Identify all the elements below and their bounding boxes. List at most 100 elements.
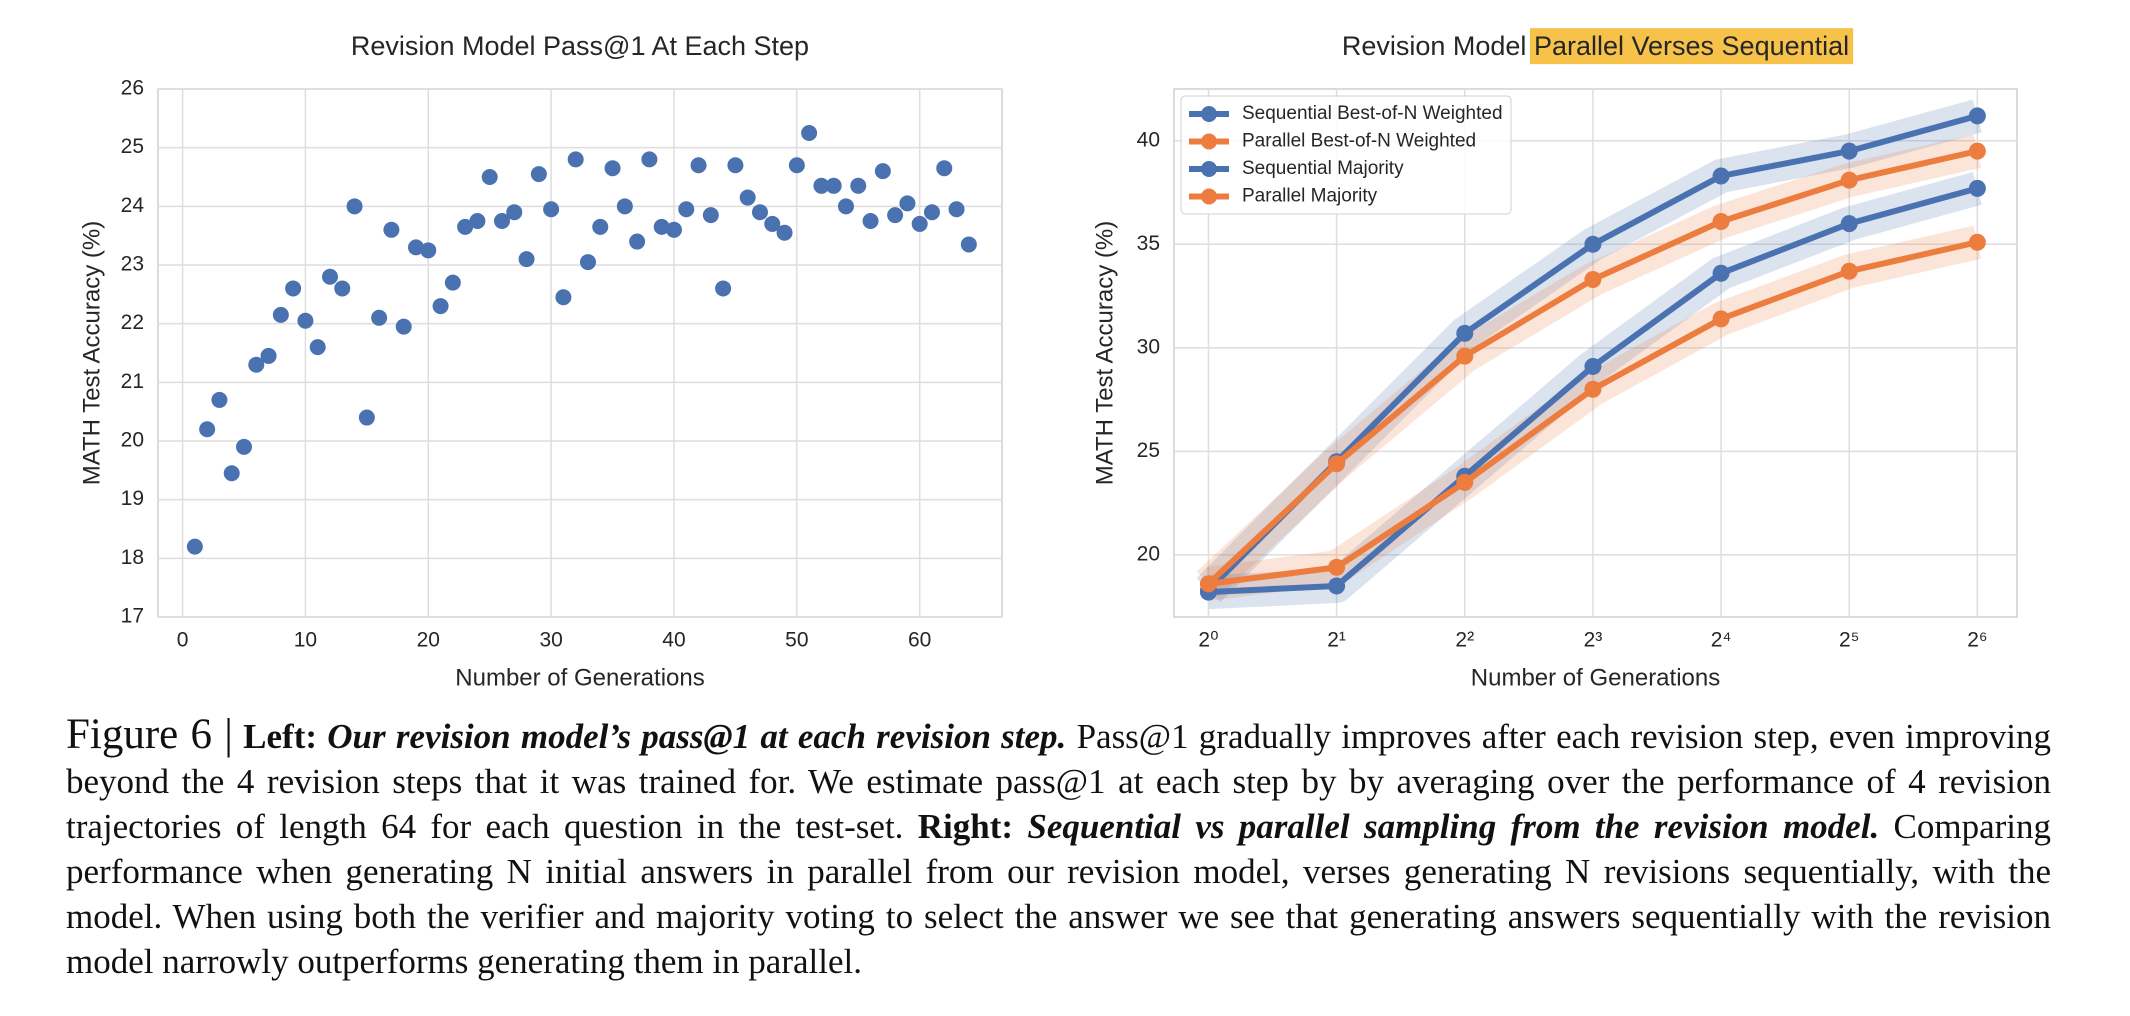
point [825, 177, 842, 194]
y-tick-label: 18 [121, 546, 144, 569]
point [911, 215, 928, 232]
x-tick-label: 10 [294, 629, 317, 652]
point [1840, 171, 1858, 189]
point [1328, 455, 1346, 473]
point [1456, 347, 1474, 365]
legend-marker [1201, 106, 1217, 122]
point [801, 125, 818, 141]
y-tick-label: 25 [121, 135, 144, 158]
point [616, 198, 633, 215]
x-tick-label: 30 [539, 629, 562, 652]
x-tick-label: 50 [785, 629, 808, 652]
point [567, 151, 584, 168]
caption-bold-italic: Sequential vs parallel sampling from the… [1027, 807, 1880, 846]
point [641, 151, 658, 168]
x-tick-label: 20 [417, 629, 440, 652]
chart-title: Revision Model Parallel Verses Sequentia… [1342, 31, 1849, 61]
plot-area [157, 88, 1003, 618]
point [199, 421, 216, 438]
point [948, 201, 965, 218]
point [1456, 324, 1474, 342]
y-tick-label: 35 [1137, 232, 1160, 255]
point [764, 215, 781, 232]
point [493, 213, 510, 229]
point [506, 204, 523, 221]
point [223, 465, 240, 482]
caption-normal: Comparing performance when generating N … [66, 807, 2052, 981]
point [1840, 262, 1858, 280]
x-tick-label: 60 [908, 629, 931, 652]
point [1712, 167, 1730, 185]
point [665, 221, 682, 238]
legend-label: Sequential Best-of-N Weighted [1242, 103, 1503, 124]
point [407, 239, 424, 256]
point [309, 339, 326, 356]
point [420, 242, 437, 259]
caption-figure: Figure 6 | [66, 711, 233, 758]
point [1968, 233, 1986, 251]
y-axis-label: MATH Test Accuracy (%) [78, 221, 105, 486]
legend-label: Parallel Best-of-N Weighted [1242, 131, 1476, 152]
point [653, 218, 670, 235]
point [444, 274, 461, 291]
caption-bold: Right: [917, 807, 1014, 846]
x-tick-label: 2⁶ [1967, 629, 1987, 652]
point [678, 201, 695, 218]
y-axis-label: MATH Test Accuracy (%) [1091, 221, 1118, 486]
point [1712, 310, 1730, 328]
point [543, 201, 560, 218]
point [715, 280, 732, 297]
point [555, 289, 572, 306]
point [395, 318, 412, 335]
point [1968, 142, 1986, 160]
chart-title: Revision Model Pass@1 At Each Step [351, 31, 809, 61]
y-tick-label: 20 [1137, 542, 1160, 565]
y-tick-label: 20 [121, 429, 144, 452]
title-highlight-bg [1529, 28, 1854, 65]
legend-marker [1201, 188, 1217, 205]
point [936, 160, 953, 177]
point [727, 157, 744, 174]
point [248, 356, 265, 373]
point [887, 207, 904, 224]
point [235, 438, 252, 455]
point [788, 157, 805, 174]
point [346, 198, 363, 215]
legend-label: Parallel Majority [1242, 186, 1378, 207]
point [1968, 107, 1986, 125]
point [702, 207, 719, 224]
point [334, 280, 351, 297]
x-axis-label: Number of Generations [455, 664, 704, 691]
x-tick-label: 2³ [1584, 629, 1603, 652]
legend-marker [1201, 133, 1217, 150]
point [1328, 558, 1346, 576]
point [321, 268, 338, 285]
point [776, 224, 793, 241]
point [297, 312, 314, 329]
y-tick-label: 40 [1137, 128, 1160, 151]
x-tick-label: 40 [662, 629, 685, 652]
point [186, 538, 203, 555]
caption-bold-italic: Our revision model’s pass@1 at each revi… [327, 717, 1067, 756]
point [1840, 215, 1858, 233]
point [739, 189, 756, 206]
caption-normal: Pass@1 gradually improves after each rev… [66, 717, 2052, 846]
title-highlight: Parallel Verses Sequential [1534, 31, 1849, 61]
point [837, 198, 854, 215]
point [1584, 357, 1602, 375]
point [518, 251, 535, 268]
point [1968, 179, 1986, 197]
point [1456, 473, 1474, 491]
x-tick-label: 0 [177, 629, 189, 652]
figure: Revision Model Pass@1 At Each Step 17 18 19… [78, 28, 2018, 691]
point [260, 347, 277, 364]
caption: Figure 6 | Left: Our revision model’s pa… [66, 712, 2051, 984]
point [383, 221, 400, 238]
x-axis-label: Number of Generations [1471, 664, 1720, 691]
point [899, 195, 916, 212]
legend-box [1180, 95, 1512, 215]
point [1584, 270, 1602, 288]
x-tick-label: 2⁴ [1711, 629, 1732, 652]
y-tick-label: 25 [1137, 439, 1160, 462]
